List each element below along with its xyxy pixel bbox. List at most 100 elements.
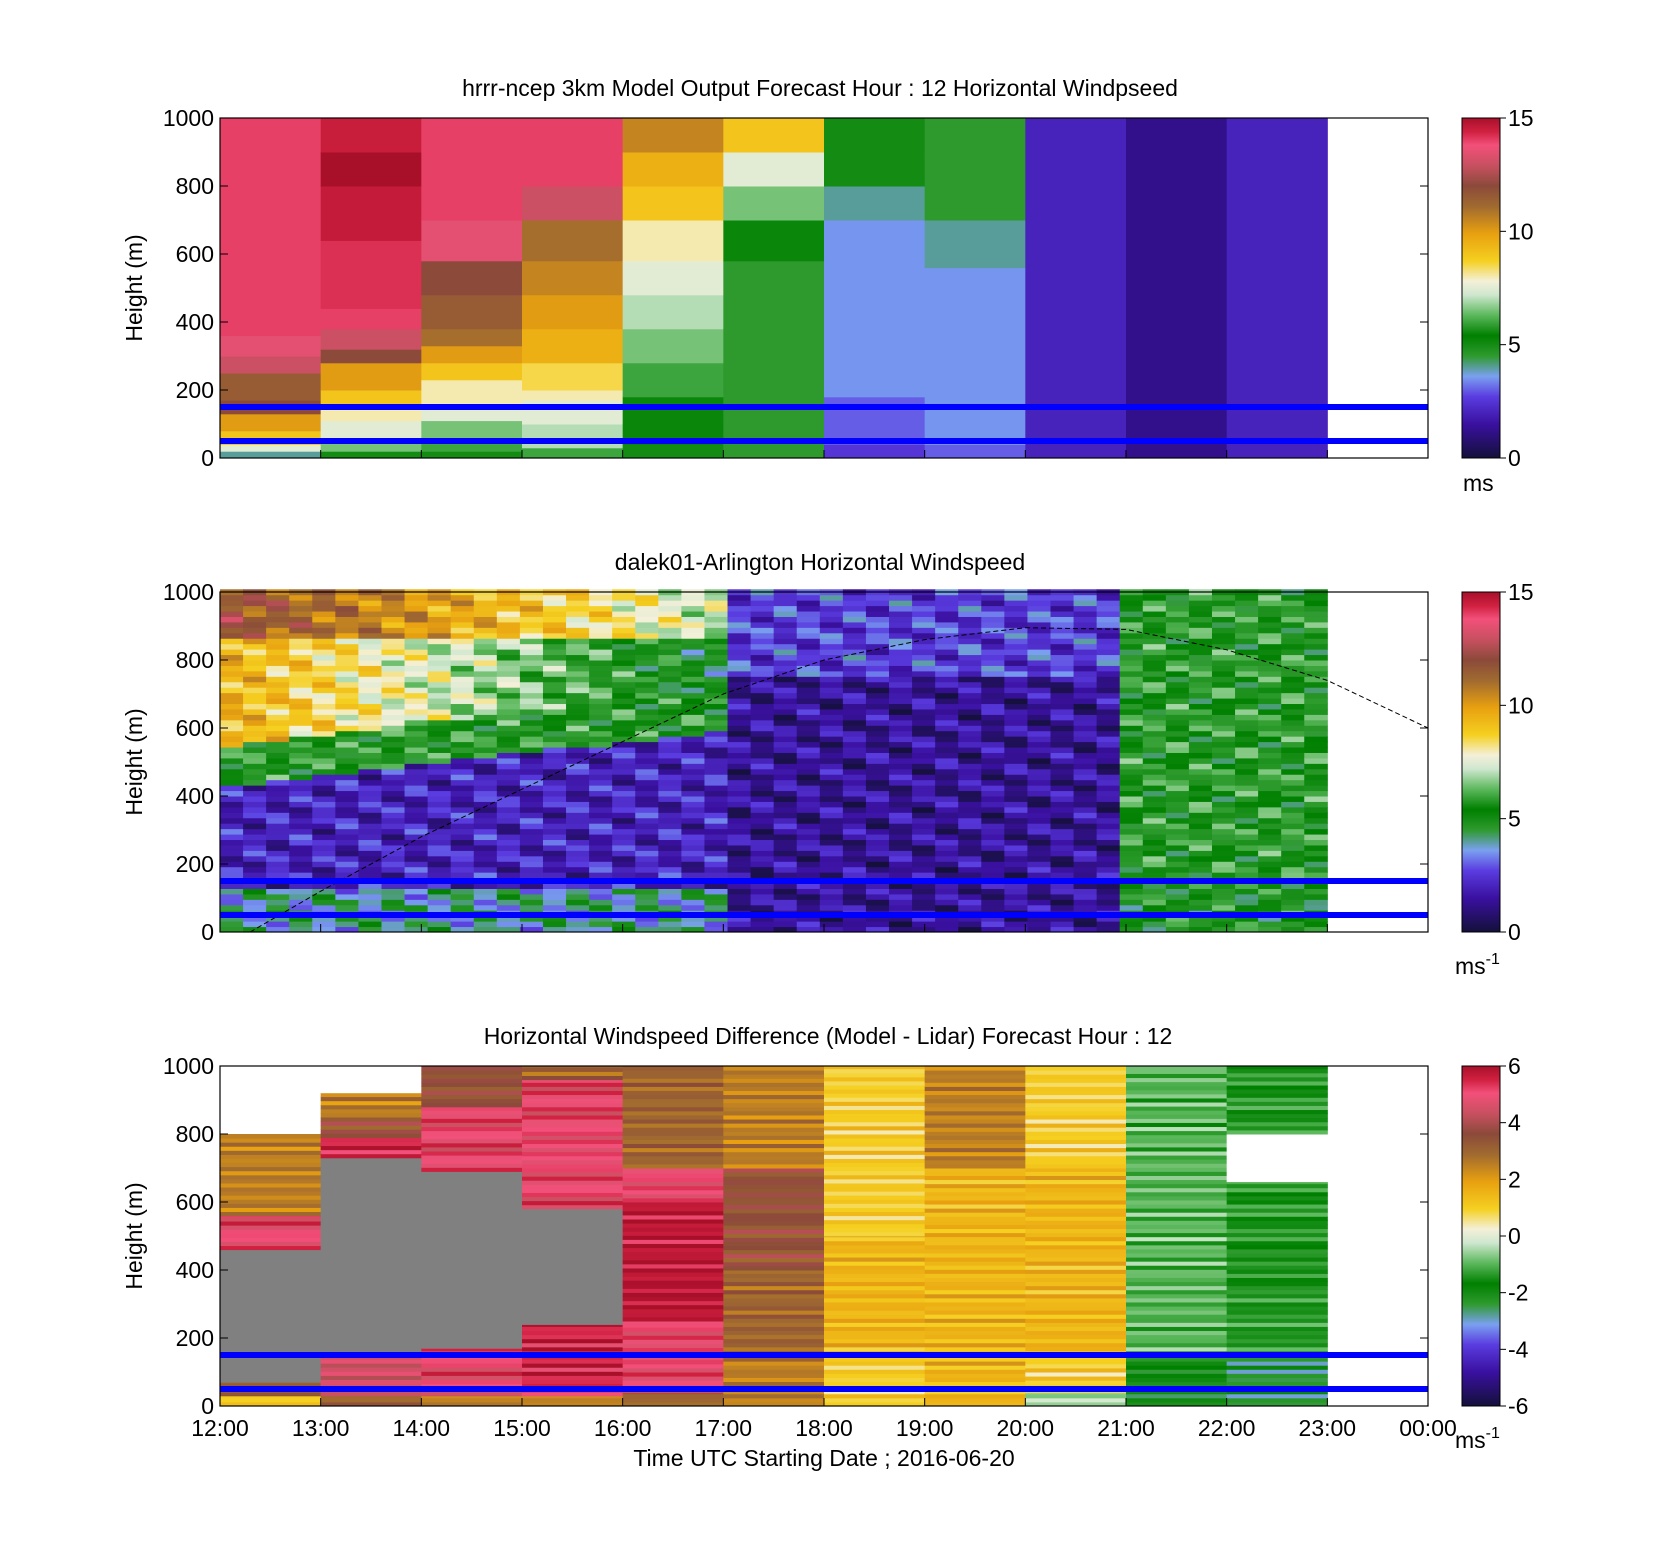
- heat-cell: [450, 823, 475, 830]
- heat-cell: [496, 632, 521, 639]
- heat-cell: [1165, 692, 1190, 699]
- heat-cell: [1142, 850, 1167, 857]
- heat-cell: [566, 714, 590, 721]
- heat-cell: [635, 790, 659, 797]
- heat-cell: [1188, 796, 1213, 802]
- heat-cell: [1235, 790, 1259, 797]
- heat-cell: [421, 1106, 523, 1111]
- heat-cell: [450, 736, 475, 743]
- heat-cell: [1119, 866, 1144, 873]
- heat-cell: [1126, 1232, 1228, 1238]
- heat-cell: [865, 621, 890, 628]
- heat-cell: [824, 1068, 926, 1074]
- heat-cell: [312, 899, 336, 906]
- heat-cell: [473, 850, 498, 857]
- heat-cell: [289, 757, 313, 764]
- heat-cell: [220, 1215, 322, 1218]
- heat-cell: [750, 904, 775, 911]
- heat-cell: [635, 839, 659, 846]
- heat-cell: [912, 915, 936, 922]
- heat-cell: [381, 839, 406, 846]
- heat-cell: [889, 627, 913, 634]
- heat-cell: [1211, 904, 1236, 911]
- heat-cell: [1025, 1187, 1127, 1193]
- heat-cell: [750, 801, 775, 808]
- heat-cell: [723, 1338, 825, 1344]
- heat-cell: [958, 899, 982, 906]
- heat-cell: [1096, 714, 1121, 721]
- heat-cell: [589, 703, 613, 710]
- heat-cell: [427, 844, 452, 851]
- heat-cell: [404, 763, 429, 770]
- heat-cell: [1096, 703, 1121, 710]
- heat-cell: [266, 844, 290, 851]
- heat-cell: [566, 790, 590, 797]
- heat-cell: [635, 763, 659, 770]
- heat-cell: [358, 649, 382, 656]
- heat-cell: [1096, 926, 1121, 933]
- heat-cell: [727, 632, 752, 639]
- heat-cell: [1142, 730, 1167, 737]
- heat-cell: [1050, 888, 1075, 895]
- heat-cell: [542, 883, 567, 889]
- heat-cell: [1126, 1204, 1228, 1209]
- heat-cell: [842, 687, 867, 694]
- heat-cell: [924, 1098, 1026, 1104]
- heat-cell: [981, 844, 1005, 851]
- heat-cell: [824, 1089, 926, 1094]
- heat-cell: [1025, 1342, 1127, 1348]
- heat-cell: [566, 725, 590, 732]
- heat-cell: [924, 1342, 1026, 1348]
- heat-cell: [473, 785, 498, 792]
- heat-cell: [924, 1082, 1026, 1087]
- heat-cell: [421, 1151, 523, 1156]
- heat-cell: [622, 1070, 724, 1075]
- heat-cell: [865, 812, 890, 819]
- heat-cell: [1142, 600, 1167, 607]
- heat-cell: [796, 719, 821, 726]
- heat-cell: [635, 665, 659, 672]
- heat-cell: [335, 708, 359, 715]
- heat-cell: [589, 888, 613, 895]
- heat-cell: [312, 703, 336, 710]
- heat-cell: [519, 801, 544, 808]
- heat-cell: [796, 823, 821, 830]
- heat-cell: [1027, 757, 1051, 764]
- heat-cell: [635, 676, 659, 683]
- heat-cell: [522, 1342, 624, 1348]
- heat-cell: [681, 872, 705, 879]
- heat-cell: [958, 692, 982, 699]
- heat-cell: [404, 703, 429, 710]
- heat-cell: [912, 888, 936, 895]
- heat-cell: [912, 660, 936, 666]
- heat-cell: [889, 752, 913, 759]
- heat-cell: [589, 790, 613, 797]
- heat-cell: [566, 736, 590, 743]
- colorbar-tick-label: 0: [1508, 445, 1521, 471]
- heat-cell: [243, 730, 267, 737]
- heat-cell: [421, 328, 523, 347]
- heat-cell: [1188, 600, 1213, 607]
- heat-cell: [542, 621, 567, 628]
- heat-cell: [1226, 118, 1328, 459]
- heat-cell: [1165, 703, 1190, 710]
- heat-cell: [243, 741, 267, 748]
- heat-cell: [750, 698, 775, 705]
- heat-cell: [935, 719, 959, 726]
- heat-cell: [312, 779, 336, 786]
- heat-cell: [658, 654, 682, 661]
- heat-cell: [727, 692, 752, 699]
- heat-cell: [750, 654, 775, 661]
- heat-cell: [522, 400, 624, 425]
- heat-cell: [358, 839, 382, 846]
- heat-cell: [889, 893, 913, 900]
- heat-cell: [935, 893, 959, 900]
- heat-cell: [519, 861, 544, 868]
- heat-cell: [496, 757, 521, 764]
- heat-cell: [1226, 1072, 1328, 1078]
- heat-cell: [658, 627, 682, 634]
- heat-cell: [220, 1154, 322, 1159]
- heat-cell: [473, 888, 498, 895]
- heat-cell: [1126, 1357, 1228, 1362]
- heat-cell: [450, 621, 475, 628]
